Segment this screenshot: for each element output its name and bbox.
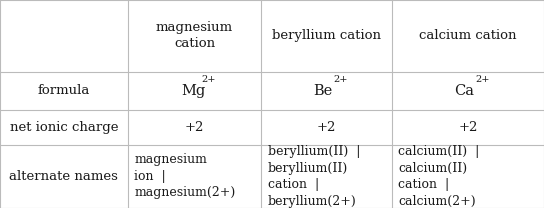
Text: calcium cation: calcium cation <box>419 29 517 42</box>
Text: calcium(II)  |
calcium(II)
cation  |
calcium(2+): calcium(II) | calcium(II) cation | calci… <box>398 145 480 208</box>
Text: Ca: Ca <box>454 84 474 98</box>
Text: Mg: Mg <box>181 84 205 98</box>
Text: beryllium(II)  |
beryllium(II)
cation  |
beryllium(2+): beryllium(II) | beryllium(II) cation | b… <box>268 145 360 208</box>
Text: 2+: 2+ <box>333 75 348 84</box>
Text: magnesium
cation: magnesium cation <box>156 21 233 50</box>
Text: formula: formula <box>38 84 90 98</box>
Text: 2+: 2+ <box>475 75 490 84</box>
Text: +2: +2 <box>317 121 336 134</box>
Text: beryllium cation: beryllium cation <box>272 29 381 42</box>
Text: alternate names: alternate names <box>9 170 119 183</box>
Text: magnesium
ion  |
magnesium(2+): magnesium ion | magnesium(2+) <box>134 153 236 199</box>
Text: net ionic charge: net ionic charge <box>10 121 118 134</box>
Text: Be: Be <box>313 84 332 98</box>
Text: 2+: 2+ <box>201 75 216 84</box>
Text: +2: +2 <box>458 121 478 134</box>
Text: +2: +2 <box>185 121 204 134</box>
